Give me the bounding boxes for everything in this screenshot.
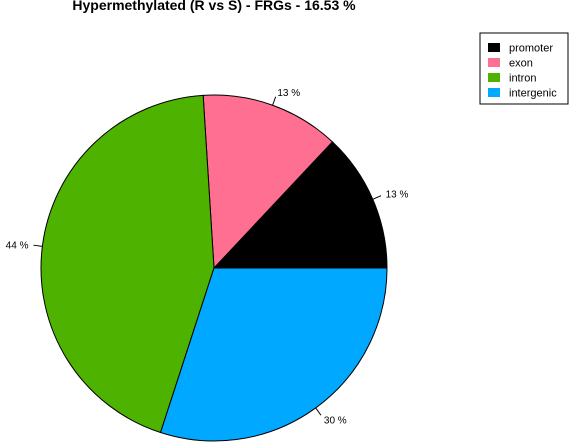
slice-labels: 13 % 13 % 44 % 30 %: [6, 88, 409, 426]
slice-tick-exon: [272, 96, 277, 106]
slice-tick-promoter: [372, 195, 382, 200]
pie-slice-promoter: [212, 141, 388, 269]
legend: promoter exon intron intergenic: [479, 32, 569, 105]
legend-swatch-intergenic: [488, 88, 500, 97]
pie-slice-intron: [40, 94, 215, 434]
pie-slice-intergenic: [159, 267, 388, 442]
legend-label-exon: exon: [509, 58, 533, 70]
legend-swatch-exon: [488, 58, 500, 67]
slice-tick-intergenic: [315, 407, 322, 416]
slice-label-intron: 44 %: [6, 241, 29, 252]
legend-label-intergenic: intergenic: [509, 88, 557, 100]
pie-slices: [40, 94, 388, 442]
slice-label-promoter: 13 %: [386, 190, 409, 201]
legend-label-intron: intron: [509, 73, 537, 85]
legend-swatch-intron: [488, 73, 500, 82]
slice-tick-intron: [33, 244, 43, 247]
slice-label-intergenic: 30 %: [324, 415, 347, 426]
chart-title: Hypermethylated (R vs S) - FRGs - 16.53 …: [72, 0, 356, 13]
slice-label-exon: 13 %: [277, 88, 300, 99]
legend-swatch-promoter: [488, 43, 500, 52]
pie-slice-exon: [202, 94, 334, 270]
legend-label-promoter: promoter: [509, 43, 553, 55]
